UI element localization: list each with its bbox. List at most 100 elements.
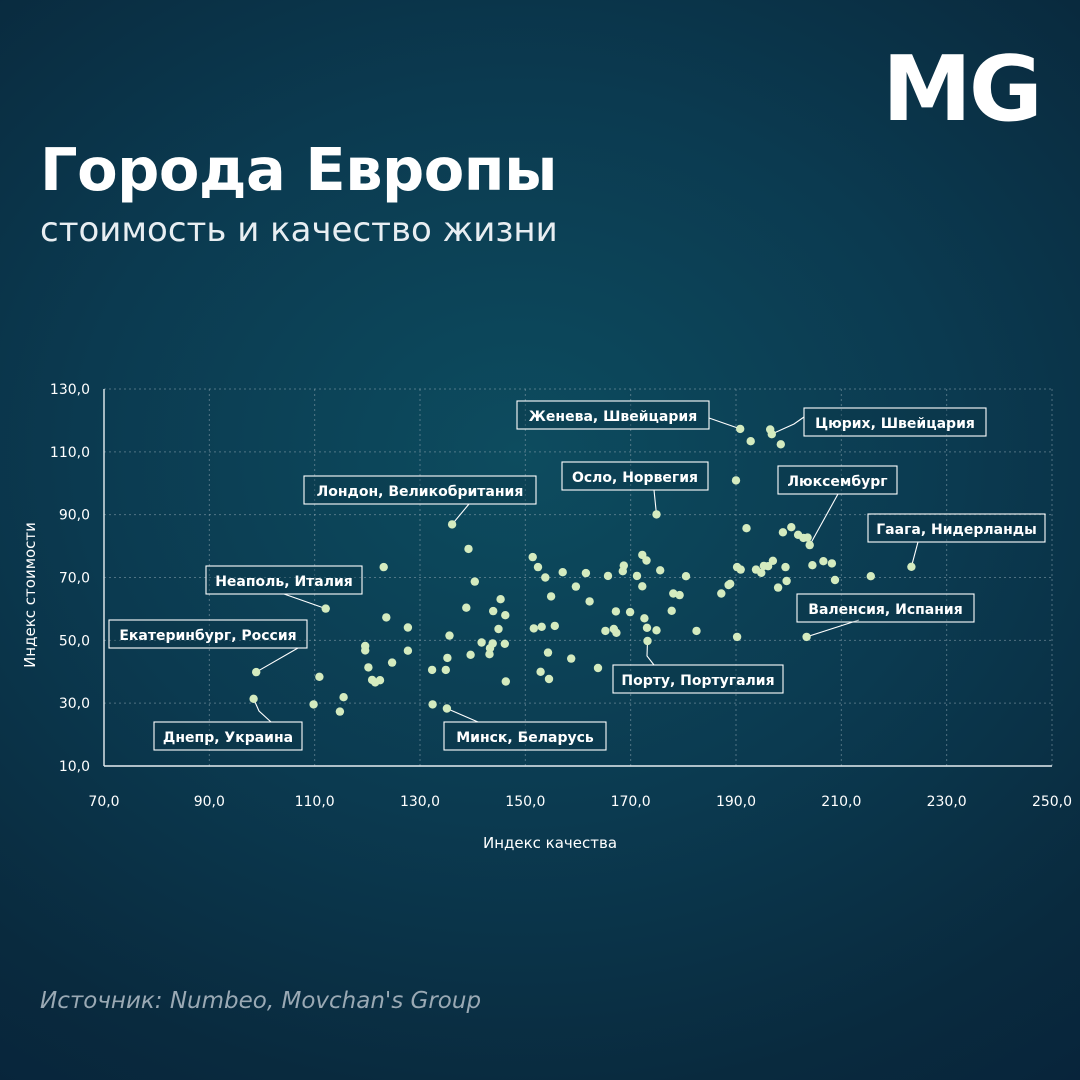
x-tick-label: 130,0 [400, 794, 440, 810]
data-point [778, 528, 788, 537]
data-point [462, 603, 471, 612]
x-tick-label: 210,0 [821, 794, 861, 810]
data-point [501, 611, 510, 620]
annotation-leader [253, 698, 272, 723]
data-point [638, 582, 647, 591]
x-tick-label: 170,0 [611, 794, 651, 810]
data-point [601, 626, 610, 636]
annotation-box [803, 407, 987, 437]
annotation-box [443, 721, 607, 751]
data-point [445, 631, 454, 640]
data-point [732, 632, 742, 642]
data-point [746, 437, 755, 446]
data-point [736, 424, 745, 434]
x-tick-label: 110,0 [295, 794, 335, 810]
y-tick-label: 50,0 [59, 633, 90, 649]
data-point [866, 572, 875, 581]
data-point [652, 626, 661, 635]
data-point [669, 589, 678, 598]
data-point [489, 606, 498, 616]
annotation-label: Екатеринбург, Россия [119, 628, 296, 644]
annotation-leader [708, 417, 741, 430]
data-point [550, 621, 559, 631]
data-point [533, 562, 543, 572]
x-tick-label: 190,0 [716, 794, 756, 810]
data-point [642, 556, 651, 565]
annotation-label: Цюрих, Швейцария [815, 416, 975, 432]
x-axis-title: Индекс качества [483, 834, 617, 852]
annotation-box [612, 664, 784, 694]
data-point [767, 430, 776, 439]
data-point [757, 568, 766, 577]
data-point [470, 577, 479, 586]
annotation-box [153, 721, 303, 751]
data-point [361, 646, 370, 655]
data-point [787, 523, 796, 532]
y-tick-label: 130,0 [50, 382, 90, 398]
annotation-leader [771, 416, 805, 435]
data-point [528, 552, 537, 562]
data-point [558, 568, 567, 577]
x-tick-label: 250,0 [1032, 794, 1072, 810]
data-point [742, 524, 751, 533]
data-point [603, 571, 613, 581]
annotation-label: Женева, Швейцария [529, 409, 697, 425]
data-point [652, 510, 661, 519]
data-point [763, 562, 773, 571]
data-point [500, 639, 509, 648]
data-point [567, 654, 576, 663]
data-point [611, 607, 621, 616]
data-point [773, 583, 783, 592]
data-point [619, 561, 628, 570]
annotation-label: Осло, Норвегия [572, 470, 698, 486]
data-point [339, 693, 348, 702]
y-tick-label: 30,0 [59, 696, 90, 712]
data-point [466, 650, 475, 659]
data-point [403, 646, 413, 655]
data-point [781, 562, 790, 572]
annotation-box [108, 619, 308, 649]
data-point [335, 707, 345, 716]
data-point [827, 559, 837, 568]
annotation-leader [451, 503, 470, 525]
data-point [447, 520, 457, 529]
annotation-leader [646, 640, 655, 666]
data-point [529, 624, 538, 633]
mg-logo: MG [882, 37, 1042, 142]
annotation-label: Порту, Португалия [621, 673, 774, 689]
data-point [494, 624, 503, 634]
data-point [803, 533, 812, 542]
data-point [692, 626, 701, 636]
annotation-box [303, 475, 537, 505]
data-point [403, 623, 413, 632]
annotation-label: Днепр, Украина [163, 730, 293, 746]
data-point [485, 650, 494, 659]
data-point [802, 632, 811, 642]
data-point [808, 561, 817, 570]
page-title: Города Европы [40, 135, 557, 204]
annotation-leader [809, 493, 839, 546]
data-point [736, 565, 745, 574]
data-point [717, 589, 726, 598]
data-point [501, 677, 510, 686]
data-point [537, 622, 546, 631]
annotation-label: Неаполь, Италия [215, 574, 353, 590]
data-point [585, 597, 594, 606]
data-point [726, 579, 735, 588]
data-point [488, 639, 497, 648]
data-point [315, 672, 324, 681]
annotation-leader [255, 647, 299, 673]
data-point [675, 590, 684, 600]
data-point [249, 694, 258, 703]
annotation-label: Минск, Беларусь [456, 730, 594, 746]
data-point [252, 667, 261, 677]
annotation-label: Люксембург [787, 474, 887, 490]
data-point [544, 674, 554, 684]
data-point [571, 582, 581, 591]
annotation-box [867, 513, 1046, 543]
data-point [819, 557, 828, 566]
data-point [581, 568, 591, 578]
data-point [632, 571, 642, 581]
data-point [541, 573, 550, 582]
